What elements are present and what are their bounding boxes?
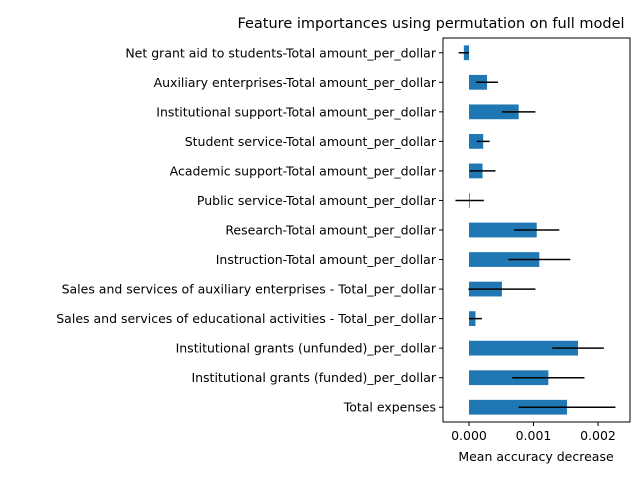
bar <box>469 134 484 149</box>
bar <box>469 399 568 415</box>
x-ticks: 0.000 0.001 0.002 <box>451 422 616 443</box>
y-tick-label: Sales and services of auxiliary enterpri… <box>62 282 437 297</box>
x-tick-label: 0.000 <box>451 428 487 443</box>
y-tick-label: Academic support-Total amount_per_dollar <box>170 163 437 178</box>
y-tick-label: Research-Total amount_per_dollar <box>225 223 437 238</box>
bar <box>469 340 579 356</box>
bar <box>469 104 519 120</box>
error-bars <box>455 52 616 408</box>
bar <box>469 252 540 267</box>
y-tick-label: Institutional grants (unfunded)_per_doll… <box>176 341 437 356</box>
x-tick-label: 0.001 <box>516 428 552 443</box>
y-tick-label: Sales and services of educational activi… <box>56 311 437 326</box>
y-tick-label: Total expenses <box>343 400 436 415</box>
x-tick-label: 0.002 <box>580 428 616 443</box>
y-tick-labels: Net grant aid to students-Total amount_p… <box>56 45 443 415</box>
chart-title: Feature importances using permutation on… <box>237 16 624 32</box>
y-tick-label: Institutional grants (funded)_per_dollar <box>191 370 436 385</box>
bar <box>469 370 549 386</box>
y-tick-label: Institutional support-Total amount_per_d… <box>156 104 437 119</box>
y-tick-label: Net grant aid to students-Total amount_p… <box>125 45 437 60</box>
y-tick-label: Public service-Total amount_per_dollar <box>197 193 437 208</box>
bar <box>469 222 537 238</box>
y-tick-label: Instruction-Total amount_per_dollar <box>216 252 437 267</box>
y-tick-label: Auxiliary enterprises-Total amount_per_d… <box>154 75 437 90</box>
x-axis-label: Mean accuracy decrease <box>458 449 614 464</box>
y-tick-label: Student service-Total amount_per_dollar <box>185 134 437 149</box>
